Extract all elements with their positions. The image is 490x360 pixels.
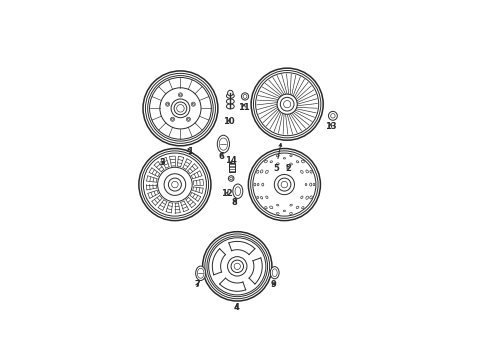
Ellipse shape [306,170,308,173]
Ellipse shape [217,135,229,153]
Text: 7: 7 [195,280,200,289]
Ellipse shape [310,183,312,186]
Ellipse shape [283,210,286,212]
Circle shape [171,117,174,121]
Ellipse shape [226,104,234,109]
Text: 2: 2 [286,164,292,173]
Text: 14: 14 [225,156,237,165]
Text: 9: 9 [271,280,277,289]
Text: 8: 8 [232,198,237,207]
Ellipse shape [261,197,263,199]
Circle shape [328,111,337,120]
Ellipse shape [196,266,206,280]
Ellipse shape [233,184,243,198]
Ellipse shape [290,212,293,214]
Ellipse shape [270,206,273,209]
Ellipse shape [254,183,256,186]
Ellipse shape [270,267,279,279]
Circle shape [227,90,233,96]
Bar [229,163,235,172]
Ellipse shape [257,170,259,173]
Ellipse shape [276,212,279,214]
Text: 11: 11 [238,103,250,112]
Ellipse shape [283,157,286,159]
Ellipse shape [310,196,312,199]
Ellipse shape [270,161,272,163]
Text: 1: 1 [187,147,193,156]
Ellipse shape [302,207,304,209]
Circle shape [186,117,191,121]
Ellipse shape [313,183,315,186]
Ellipse shape [301,160,304,163]
Ellipse shape [266,170,269,174]
Ellipse shape [310,170,312,173]
Text: 3: 3 [159,158,165,167]
Ellipse shape [260,170,263,173]
Text: 5: 5 [273,144,282,173]
Ellipse shape [300,170,303,173]
Ellipse shape [290,204,293,206]
Text: 6: 6 [219,152,224,161]
Ellipse shape [265,207,267,209]
Ellipse shape [276,155,279,157]
Circle shape [166,102,170,106]
Circle shape [242,93,248,100]
Ellipse shape [226,93,234,98]
Ellipse shape [266,196,268,199]
Ellipse shape [305,184,307,186]
Text: 13: 13 [324,122,336,131]
Ellipse shape [306,196,309,199]
Ellipse shape [296,161,299,163]
Ellipse shape [301,196,303,199]
Circle shape [228,176,234,181]
Ellipse shape [226,99,234,104]
Ellipse shape [257,196,259,199]
Circle shape [178,93,182,97]
Ellipse shape [257,183,259,186]
Text: 10: 10 [223,117,235,126]
Ellipse shape [290,155,292,157]
Ellipse shape [276,163,279,165]
Ellipse shape [265,160,268,163]
Ellipse shape [277,204,279,206]
Ellipse shape [262,183,264,186]
Text: 12: 12 [221,189,233,198]
Circle shape [191,102,196,106]
Ellipse shape [296,206,299,208]
Ellipse shape [290,163,293,165]
Text: 4: 4 [234,303,240,312]
